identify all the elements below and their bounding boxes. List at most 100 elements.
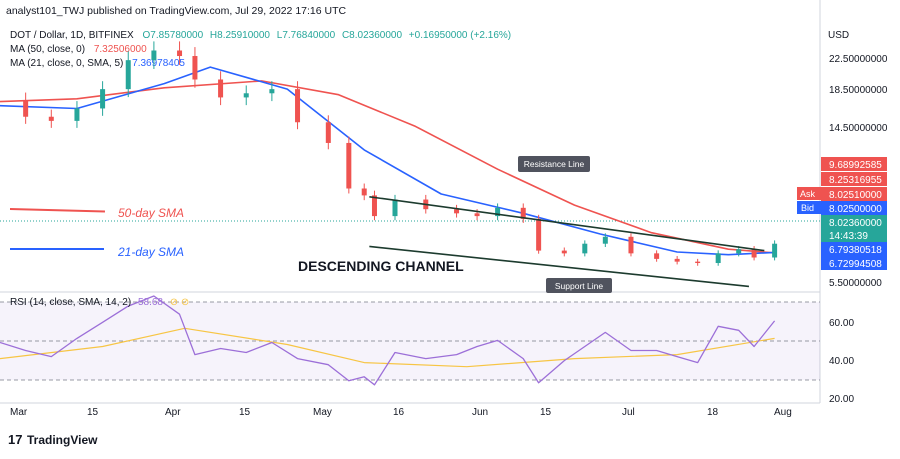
sma21-legend-swatch — [10, 248, 104, 250]
candle-up — [392, 199, 398, 217]
candle-down — [23, 100, 29, 117]
candle-down — [674, 258, 680, 262]
price-tag-bg — [821, 256, 887, 270]
price-tag-bg — [821, 172, 887, 186]
candle-down — [561, 250, 567, 254]
sma21-annotation: 21-day SMA — [117, 245, 184, 259]
price-tags: 9.68992585 8.25316955 Ask 8.02510000 Bid… — [797, 157, 887, 270]
ohlc-low: L7.76840000 — [277, 30, 336, 41]
x-label-jun: Jun — [472, 407, 488, 418]
candle-down — [695, 261, 701, 264]
time-axis: Mar 15 Apr 15 May 16 Jun 15 Jul 18 Aug — [10, 407, 792, 418]
resistance-annotation: Resistance Line — [524, 159, 585, 169]
ma21-legend[interactable]: MA (21, close, 0, SMA, 5) 7.36978405 — [10, 58, 185, 69]
sma50-legend-swatch — [9, 208, 105, 213]
price-tick-22.5: 22.50000000 — [829, 54, 888, 65]
price-tag-text: 9.68992585 — [829, 160, 882, 171]
sma50-annotation: 50-day SMA — [118, 206, 184, 220]
price-tag-bg — [821, 215, 887, 229]
candle-down — [536, 218, 542, 251]
countdown-tag-text: 14:43:39 — [829, 231, 868, 242]
tradingview-brand: TradingView — [27, 433, 98, 447]
candle-down — [177, 50, 183, 57]
candle-down — [48, 116, 54, 121]
candle-up — [715, 253, 721, 264]
ask-badge — [797, 187, 821, 200]
price-tick-5.5: 5.50000000 — [829, 278, 882, 289]
x-label-mar-15: 15 — [87, 407, 99, 418]
candle-up — [269, 89, 275, 94]
channel-annotation: DESCENDING CHANNEL — [298, 258, 464, 274]
candle-down — [520, 207, 526, 219]
x-label-apr: Apr — [165, 407, 181, 418]
ohlc-open: O7.85780000 — [143, 30, 204, 41]
trendlines-group — [369, 195, 765, 288]
bid-label: Bid — [801, 203, 814, 213]
rsi-legend[interactable]: RSI (14, close, SMA, 14, 2) 58.68 ⊘ ⊘ — [10, 297, 189, 308]
price-tag-text: 8.02500000 — [829, 204, 882, 215]
rsi-ma-line — [0, 327, 775, 368]
rsi-tick-60: 60.00 — [829, 318, 854, 329]
candle-up — [772, 243, 778, 258]
candle-down — [361, 188, 367, 196]
candle-up — [602, 236, 608, 244]
candles-group — [23, 41, 778, 266]
tradingview-logo-icon: 17 — [8, 432, 22, 447]
currency-label: USD — [828, 30, 849, 41]
support-label-box — [546, 278, 612, 293]
x-label-mar: Mar — [10, 407, 28, 418]
price-tag-text: 6.72994508 — [829, 259, 882, 270]
tradingview-logo[interactable]: 17 TradingView — [8, 432, 98, 447]
ma21-line-group — [0, 66, 775, 256]
price-tag-text: 8.02510000 — [829, 190, 882, 201]
candle-down — [474, 213, 480, 217]
support-annotation: Support Line — [555, 281, 603, 291]
rsi-legend-na: ⊘ ⊘ — [170, 297, 190, 308]
candle-down — [218, 79, 224, 98]
x-label-may-16: 16 — [393, 407, 405, 418]
ohlc-close: C8.02360000 — [342, 30, 402, 41]
price-tag-text: 8.25316955 — [829, 175, 882, 186]
countdown-tag-bg — [821, 229, 887, 242]
price-tick-18.5: 18.50000000 — [829, 85, 888, 96]
symbol-label: DOT / Dollar, 1D, BITFINEX — [10, 30, 134, 41]
candle-down — [192, 56, 198, 80]
rsi-lines-group — [0, 295, 776, 386]
ma21-legend-label: MA (21, close, 0, SMA, 5) — [10, 58, 123, 69]
x-label-jul-18: 18 — [707, 407, 719, 418]
rsi-legend-value: 58.68 — [138, 297, 163, 308]
candle-up — [151, 50, 157, 61]
x-label-jun-15: 15 — [540, 407, 552, 418]
resistance-label-box — [518, 156, 590, 172]
x-label-may: May — [313, 407, 332, 418]
support-trendline[interactable] — [369, 245, 750, 288]
candle-down — [454, 209, 460, 214]
ma50-legend-label: MA (50, close, 0) — [10, 44, 85, 55]
price-tag-text: 8.02360000 — [829, 218, 882, 229]
candle-up — [100, 89, 106, 109]
price-tag-bg — [821, 242, 887, 256]
x-label-apr-15: 15 — [239, 407, 251, 418]
ma50-legend-value: 7.32506000 — [94, 44, 147, 55]
resistance-trendline[interactable] — [369, 195, 765, 252]
candle-up — [582, 243, 588, 254]
candle-down — [628, 236, 634, 254]
price-tag-bg — [821, 201, 887, 215]
ask-label: Ask — [800, 189, 816, 199]
rsi-tick-20: 20.00 — [829, 394, 854, 405]
price-tick-14.5: 14.50000000 — [829, 123, 888, 134]
ohlc-change: +0.16950000 (+2.16%) — [409, 30, 511, 41]
candle-up — [125, 60, 131, 90]
rsi-tick-40: 40.00 — [829, 356, 854, 367]
candle-up — [243, 93, 249, 98]
candle-up — [736, 249, 742, 254]
symbol-line: DOT / Dollar, 1D, BITFINEX O7.85780000 H… — [10, 30, 511, 41]
ma21-legend-value: 7.36978405 — [132, 58, 185, 69]
candle-down — [371, 195, 377, 217]
candle-down — [654, 253, 660, 259]
candle-down — [295, 89, 301, 123]
candle-down — [751, 249, 757, 258]
ma50-legend[interactable]: MA (50, close, 0) 7.32506000 — [10, 44, 147, 55]
rsi-legend-label: RSI (14, close, SMA, 14, 2) — [10, 297, 131, 308]
